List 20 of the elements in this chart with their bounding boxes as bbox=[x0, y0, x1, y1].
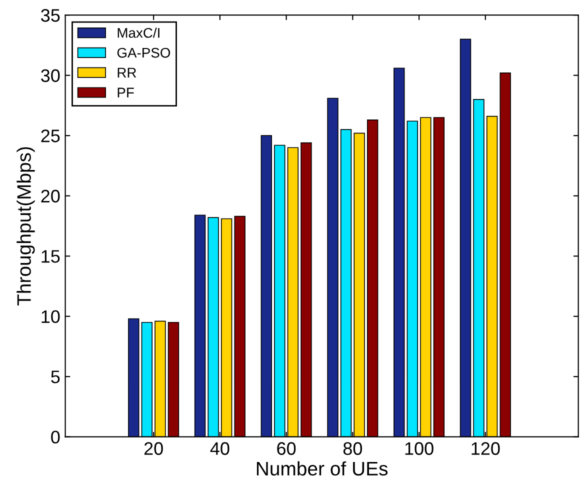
legend-label: RR bbox=[118, 68, 136, 78]
y-tick-label: 25 bbox=[41, 130, 60, 142]
x-tick-label: 100 bbox=[405, 442, 434, 455]
y-tick-label: 35 bbox=[41, 9, 60, 22]
legend-label: MaxC/I bbox=[118, 28, 160, 38]
legend-label: PF bbox=[118, 88, 134, 98]
y-axis-title: Throughput(Mbps) bbox=[16, 147, 35, 306]
x-tick-label: 80 bbox=[343, 442, 362, 455]
x-tick-label: 20 bbox=[144, 442, 163, 455]
y-tick-label: 10 bbox=[42, 310, 60, 324]
y-tick-label: 0 bbox=[51, 430, 60, 444]
y-tick-label: 15 bbox=[42, 250, 60, 263]
x-tick-label: 40 bbox=[210, 442, 230, 455]
y-tick-label: 30 bbox=[41, 69, 60, 82]
x-tick-label: 120 bbox=[472, 442, 500, 455]
y-tick-label: 20 bbox=[41, 190, 60, 203]
x-axis-title: Number of UEs bbox=[256, 461, 388, 476]
y-tick-label: 5 bbox=[51, 370, 60, 384]
legend-label: GA-PSO bbox=[117, 48, 170, 58]
x-tick-label: 60 bbox=[277, 442, 296, 455]
